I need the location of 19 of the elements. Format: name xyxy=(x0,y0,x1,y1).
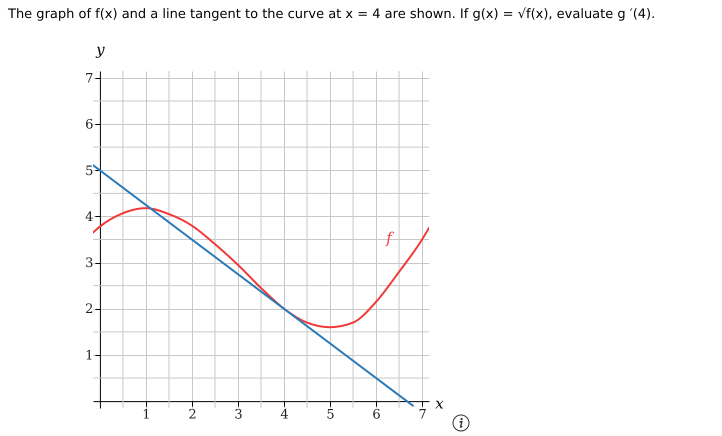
y-tick-label: 2 xyxy=(85,302,94,318)
y-axis-title: y xyxy=(95,40,106,58)
x-tick-label: 2 xyxy=(188,408,197,423)
line-series xyxy=(93,207,429,328)
x-tick-label: 7 xyxy=(418,408,427,423)
series-label: f xyxy=(385,228,394,247)
chart-title: The graph of f(x) and a line tangent to the curve at x = 4 are shown. If g(x) = √f(x), evaluate g ′(4). xyxy=(7,7,656,22)
y-tick-label: 1 xyxy=(85,348,94,364)
y-tick-label: 5 xyxy=(85,164,94,179)
x-tick-label: 6 xyxy=(372,408,381,423)
y-tick-label: 7 xyxy=(85,71,94,86)
y-tick-label: 6 xyxy=(85,118,94,133)
x-tick-label: 3 xyxy=(234,408,243,423)
x-tick-label: 1 xyxy=(142,408,151,423)
x-tick-label: 5 xyxy=(326,408,335,423)
x-tick-label: 4 xyxy=(280,408,289,423)
x-axis-title: x xyxy=(435,394,444,413)
y-tick-label: 4 xyxy=(85,210,94,225)
y-tick-label: 3 xyxy=(85,256,94,272)
